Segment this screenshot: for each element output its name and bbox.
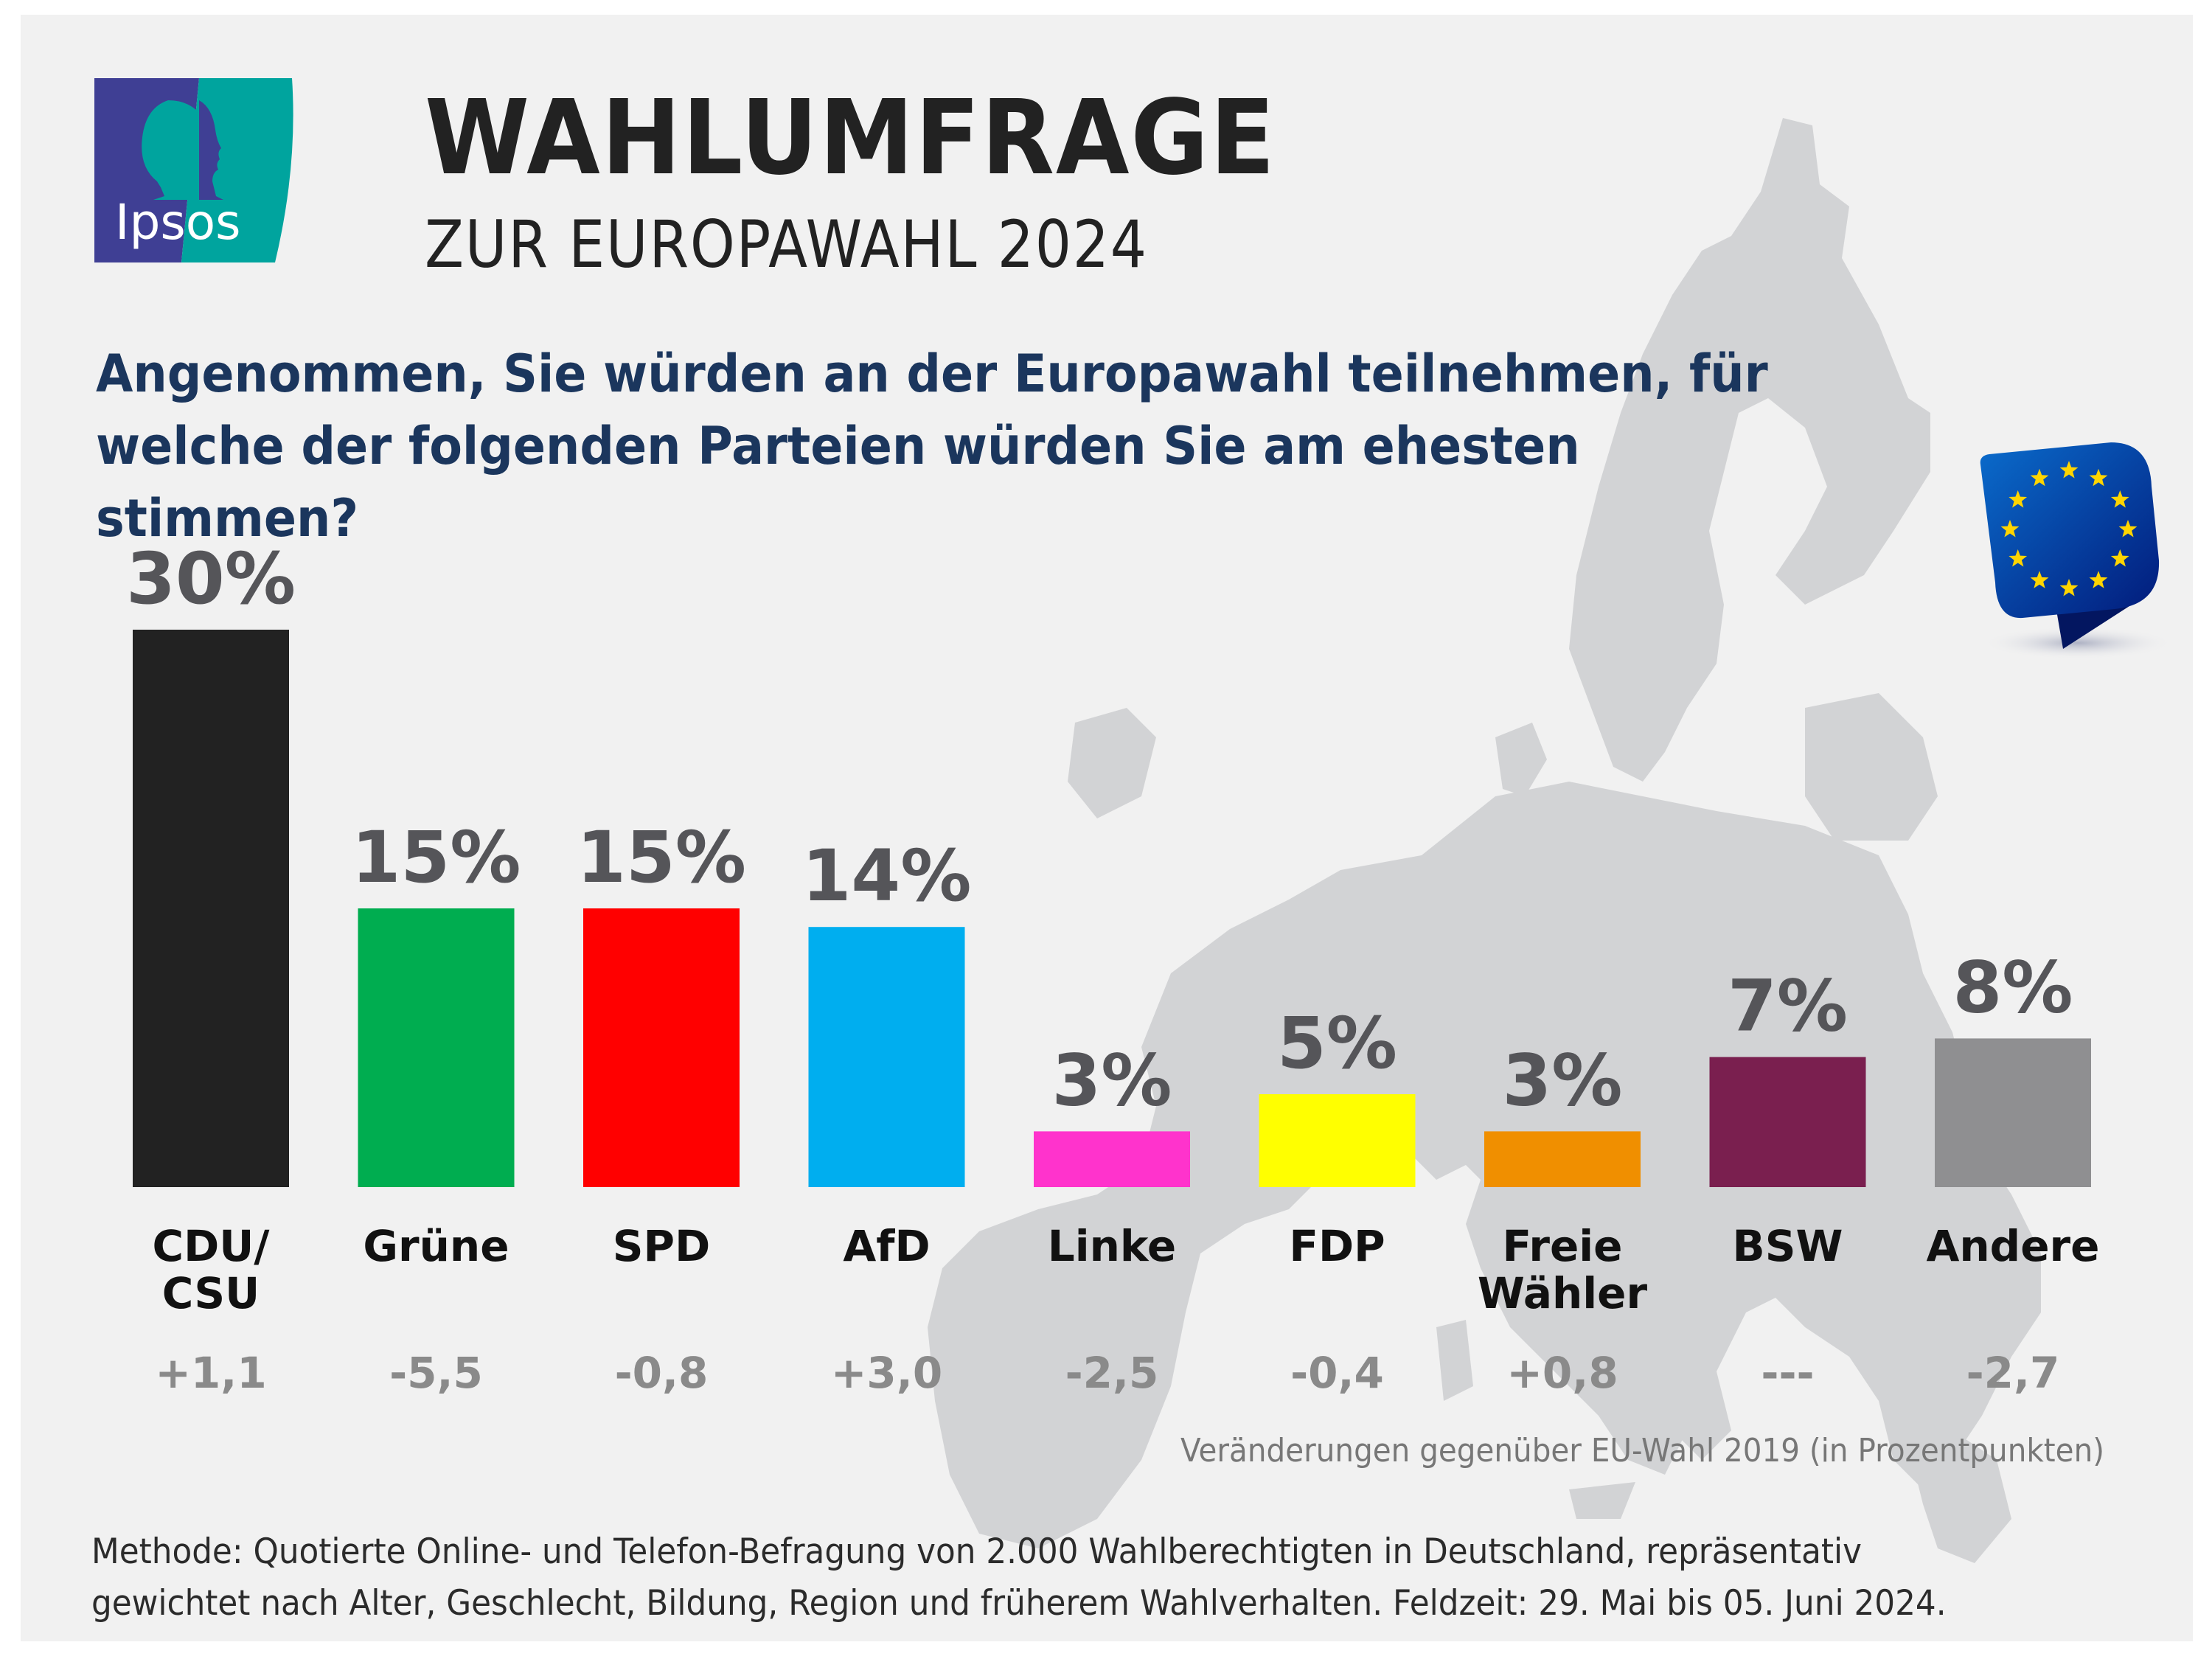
change-label: -0,8	[615, 1348, 709, 1398]
map-sicily	[1569, 1482, 1635, 1519]
value-label: 30%	[126, 538, 296, 620]
bar-3	[583, 908, 740, 1187]
map-baltics	[1805, 693, 1938, 841]
bar-2	[358, 908, 515, 1187]
tree-head-icon	[142, 100, 211, 200]
map-scandinavia	[1569, 118, 1930, 782]
map-denmark	[1495, 723, 1547, 796]
value-label: 5%	[1277, 1002, 1397, 1085]
category-label-line: FDP	[1289, 1221, 1385, 1271]
category-label: BSW	[1733, 1221, 1843, 1271]
method-line-2: gewichtet nach Alter, Geschlecht, Bildun…	[91, 1583, 1947, 1624]
category-label-line: CSU	[162, 1268, 260, 1318]
map-greece	[1908, 1430, 2011, 1563]
logo-text: Ipsos	[115, 194, 241, 251]
category-label-line: Andere	[1927, 1221, 2100, 1271]
change-label: -0,4	[1290, 1348, 1384, 1398]
badge-tail	[2056, 606, 2129, 649]
value-label: 15%	[577, 816, 746, 899]
value-label: 14%	[802, 835, 972, 917]
bar-7	[1484, 1131, 1641, 1187]
value-label: 3%	[1052, 1039, 1172, 1121]
category-label-line: Freie	[1502, 1221, 1622, 1271]
method-note: Methode: Quotierte Online- und Telefon-B…	[91, 1526, 2011, 1630]
map-sardinia	[1436, 1320, 1473, 1401]
value-label: 8%	[1953, 946, 2073, 1029]
head-profile-icon	[199, 100, 223, 200]
eu-star-icon	[2110, 490, 2129, 508]
change-label: +3,0	[831, 1348, 942, 1398]
change-label: ---	[1761, 1348, 1814, 1398]
ipsos-logo: Ipsos	[94, 78, 293, 262]
category-label: Linke	[1048, 1221, 1176, 1271]
badge-body	[1980, 442, 2160, 619]
eu-star-icon	[2059, 579, 2079, 597]
eu-stars	[2000, 461, 2138, 597]
category-label: Grüne	[363, 1221, 509, 1271]
category-label-line: AfD	[843, 1221, 930, 1271]
category-label-line: Linke	[1048, 1221, 1176, 1271]
change-label: +0,8	[1506, 1348, 1618, 1398]
eu-star-icon	[2008, 490, 2028, 508]
category-label: Freie Wähler	[1478, 1221, 1648, 1318]
eu-flag-speech-bubble-icon	[1980, 442, 2174, 659]
eu-star-icon	[2030, 571, 2049, 588]
value-label: 15%	[352, 816, 521, 899]
method-line-1: Methode: Quotierte Online- und Telefon-B…	[91, 1531, 1862, 1572]
eu-star-icon	[2059, 461, 2079, 479]
survey-question: Angenommen, Sie würden an der Europawahl…	[96, 344, 1768, 549]
category-label: AfD	[843, 1221, 930, 1271]
eu-star-icon	[2008, 549, 2028, 567]
change-label: -2,7	[1966, 1348, 2060, 1398]
badge-shadow	[1982, 627, 2174, 659]
category-label-line: Wähler	[1478, 1268, 1648, 1318]
category-label: FDP	[1289, 1221, 1385, 1271]
change-label: +1,1	[155, 1348, 266, 1398]
change-label: -5,5	[389, 1348, 483, 1398]
category-label-line: CDU/	[153, 1221, 271, 1271]
eu-star-icon	[2118, 520, 2138, 538]
infographic-panel: Ipsos WAHLUMFRAGE ZUR EUROPAWAHL 2024 An…	[21, 15, 2193, 1641]
eu-star-icon	[2089, 468, 2108, 487]
page-title: WAHLUMFRAGE	[425, 78, 1276, 198]
bar-9	[1935, 1038, 2091, 1187]
bar-5	[1034, 1131, 1190, 1187]
bar-chart: 30% 15% 15% 14% 3% 5% 3% 7% 8% CDU/CSU Grüne SPD Af…	[126, 538, 2100, 1398]
category-label: SPD	[613, 1221, 710, 1271]
eu-star-icon	[2000, 520, 2020, 538]
change-note: Veränderungen gegenüber EU-Wahl 2019 (in…	[1180, 1432, 2104, 1470]
bar-8	[1709, 1057, 1866, 1187]
value-label: 7%	[1728, 965, 1848, 1048]
bar-6	[1259, 1094, 1416, 1187]
bar-4	[808, 927, 965, 1187]
change-label: -2,5	[1065, 1348, 1159, 1398]
map-ireland	[1068, 708, 1156, 818]
eu-star-icon	[2110, 549, 2129, 567]
page-subtitle: ZUR EUROPAWAHL 2024	[425, 206, 1148, 282]
eu-star-icon	[2089, 571, 2108, 588]
bar-1	[133, 630, 289, 1187]
category-label-line: Grüne	[363, 1221, 509, 1271]
category-label-line: SPD	[613, 1221, 710, 1271]
category-label-line: BSW	[1733, 1221, 1843, 1271]
category-label: CDU/CSU	[153, 1221, 271, 1318]
eu-star-icon	[2030, 468, 2049, 487]
value-label: 3%	[1503, 1039, 1623, 1121]
category-label: Andere	[1927, 1221, 2100, 1271]
map-italy	[1466, 1180, 1687, 1475]
